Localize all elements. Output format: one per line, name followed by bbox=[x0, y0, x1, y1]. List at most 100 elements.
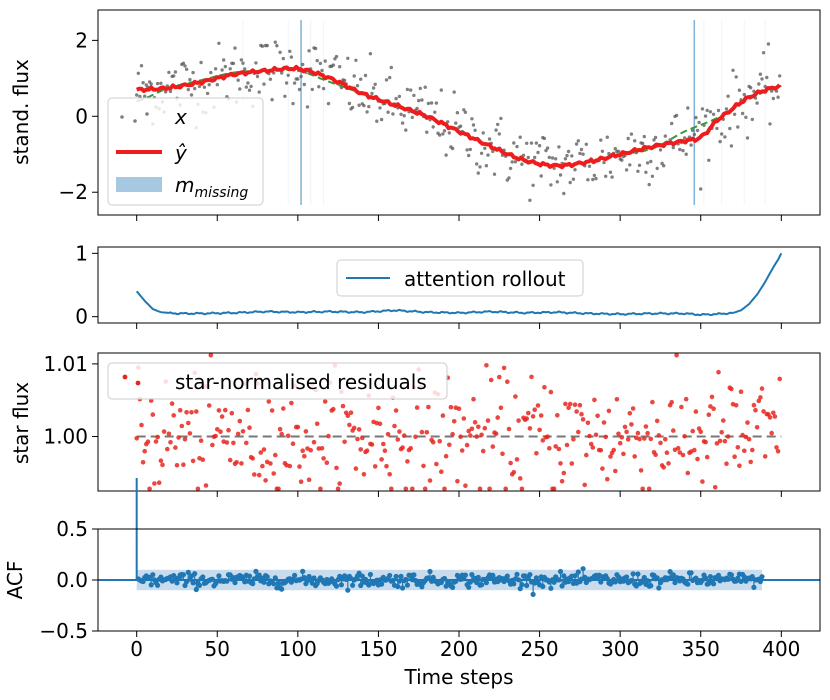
data-point bbox=[326, 101, 331, 106]
data-point bbox=[402, 114, 406, 118]
residual-point bbox=[451, 419, 457, 424]
acf-point bbox=[200, 574, 206, 580]
residual-point bbox=[482, 425, 488, 431]
data-point bbox=[438, 133, 442, 137]
residual-point bbox=[725, 434, 731, 439]
y-tick-label: 2 bbox=[75, 28, 88, 52]
residual-point bbox=[476, 424, 481, 430]
data-point bbox=[399, 112, 403, 117]
acf-point bbox=[261, 579, 267, 585]
residual-point bbox=[250, 456, 255, 461]
acf-point bbox=[533, 575, 540, 581]
data-point bbox=[441, 132, 445, 136]
residual-point bbox=[527, 426, 533, 431]
acf-point bbox=[450, 584, 456, 591]
residual-point bbox=[244, 440, 249, 446]
data-point bbox=[729, 144, 734, 148]
residual-point bbox=[505, 379, 510, 385]
acf-point bbox=[441, 575, 448, 582]
residual-point bbox=[152, 481, 157, 486]
data-point bbox=[765, 75, 769, 80]
residual-point bbox=[563, 401, 568, 407]
acf-point bbox=[728, 572, 735, 578]
residual-point bbox=[355, 436, 360, 442]
residual-point bbox=[308, 448, 314, 453]
data-point bbox=[350, 105, 355, 110]
residual-point bbox=[714, 441, 720, 446]
data-point bbox=[770, 89, 774, 93]
residual-point bbox=[704, 454, 710, 460]
data-point bbox=[483, 146, 487, 150]
y-ticks: 1.00 1.01 bbox=[43, 352, 98, 449]
data-point bbox=[379, 117, 384, 122]
data-point bbox=[268, 77, 273, 81]
data-point bbox=[691, 128, 695, 133]
data-point bbox=[389, 65, 393, 70]
data-point bbox=[404, 128, 408, 132]
acf-point bbox=[140, 578, 146, 585]
residual-point bbox=[579, 411, 584, 417]
data-point bbox=[181, 61, 186, 65]
residual-point bbox=[229, 410, 235, 416]
residual-point bbox=[385, 431, 391, 437]
data-point bbox=[244, 85, 248, 89]
residual-point bbox=[458, 434, 463, 440]
residual-point bbox=[771, 410, 776, 416]
data-point bbox=[138, 94, 142, 99]
data-point bbox=[520, 162, 524, 166]
data-point bbox=[586, 178, 590, 182]
residual-point bbox=[717, 438, 723, 444]
residual-point bbox=[709, 394, 715, 400]
acf-point bbox=[150, 572, 156, 578]
data-point bbox=[510, 160, 514, 164]
data-point bbox=[207, 83, 211, 87]
acf-point bbox=[703, 575, 709, 581]
acf-point bbox=[358, 582, 364, 589]
data-point bbox=[578, 151, 582, 156]
data-point bbox=[359, 77, 363, 81]
data-point bbox=[682, 136, 687, 140]
data-point bbox=[260, 44, 265, 48]
data-point bbox=[642, 134, 646, 139]
residual-point bbox=[661, 465, 666, 470]
acf-point bbox=[667, 569, 673, 575]
data-point bbox=[550, 156, 555, 160]
y-tick-label: 0.0 bbox=[56, 568, 88, 592]
data-point bbox=[426, 101, 431, 106]
residual-point bbox=[347, 422, 352, 428]
acf-point bbox=[419, 584, 425, 590]
data-point bbox=[692, 132, 696, 137]
residual-point bbox=[545, 434, 550, 440]
residual-point bbox=[381, 441, 386, 447]
acf-point bbox=[672, 580, 678, 586]
residual-point bbox=[613, 468, 618, 474]
residual-point bbox=[751, 402, 757, 408]
data-point bbox=[716, 108, 721, 113]
data-point bbox=[645, 161, 650, 165]
data-point bbox=[172, 74, 176, 78]
residual-point bbox=[500, 451, 505, 457]
data-point bbox=[566, 149, 571, 154]
residual-point bbox=[532, 407, 537, 413]
data-point bbox=[497, 132, 501, 136]
acf-point bbox=[279, 586, 285, 592]
residual-point bbox=[743, 434, 749, 440]
data-point bbox=[604, 174, 608, 178]
residual-point bbox=[377, 421, 383, 427]
panel-attention: 01 attention rollout bbox=[75, 241, 821, 329]
residual-point bbox=[219, 414, 225, 419]
residual-point bbox=[775, 449, 781, 454]
acf-point bbox=[711, 581, 717, 587]
acf-point bbox=[483, 580, 489, 586]
residual-point bbox=[656, 433, 662, 438]
data-point bbox=[689, 143, 693, 147]
acf-point bbox=[598, 579, 604, 585]
data-point bbox=[732, 112, 737, 117]
data-point bbox=[724, 107, 729, 111]
data-point bbox=[695, 128, 700, 133]
residual-point bbox=[654, 418, 660, 424]
residual-point bbox=[430, 439, 436, 445]
attention-rollout-line bbox=[135, 252, 783, 317]
residual-point bbox=[187, 431, 193, 436]
data-point bbox=[189, 93, 194, 97]
